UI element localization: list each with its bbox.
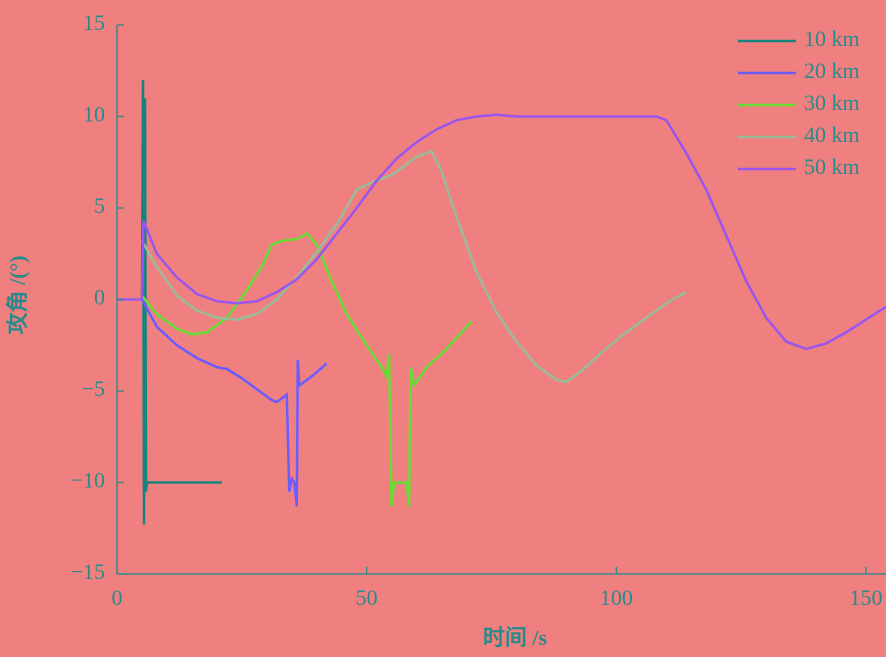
legend-label: 40 km: [804, 122, 860, 147]
line-series: [117, 113, 886, 351]
line-series: [140, 149, 687, 384]
x-tick-label: 100: [600, 585, 633, 610]
y-tick-label: 0: [94, 285, 105, 310]
legend-label: 30 km: [804, 90, 860, 115]
y-tick-label: −10: [71, 468, 105, 493]
line-series: [141, 232, 473, 507]
plot-area: [117, 79, 886, 525]
x-tick-label: 150: [850, 585, 883, 610]
y-tick-label: −15: [71, 559, 105, 584]
x-tick-label: 0: [112, 585, 123, 610]
x-axis-label: 时间 /s: [483, 625, 548, 650]
x-tick-label: 50: [356, 585, 378, 610]
legend-label: 10 km: [804, 26, 860, 51]
y-tick-label: 15: [83, 10, 105, 35]
legend-label: 50 km: [804, 154, 860, 179]
y-axis-label: 攻角 /(°): [5, 255, 30, 334]
line-series: [140, 79, 222, 525]
legend-label: 20 km: [804, 58, 860, 83]
y-tick-label: 10: [83, 102, 105, 127]
y-tick-label: 5: [94, 193, 105, 218]
line-series: [140, 298, 328, 507]
y-tick-label: −5: [82, 376, 105, 401]
